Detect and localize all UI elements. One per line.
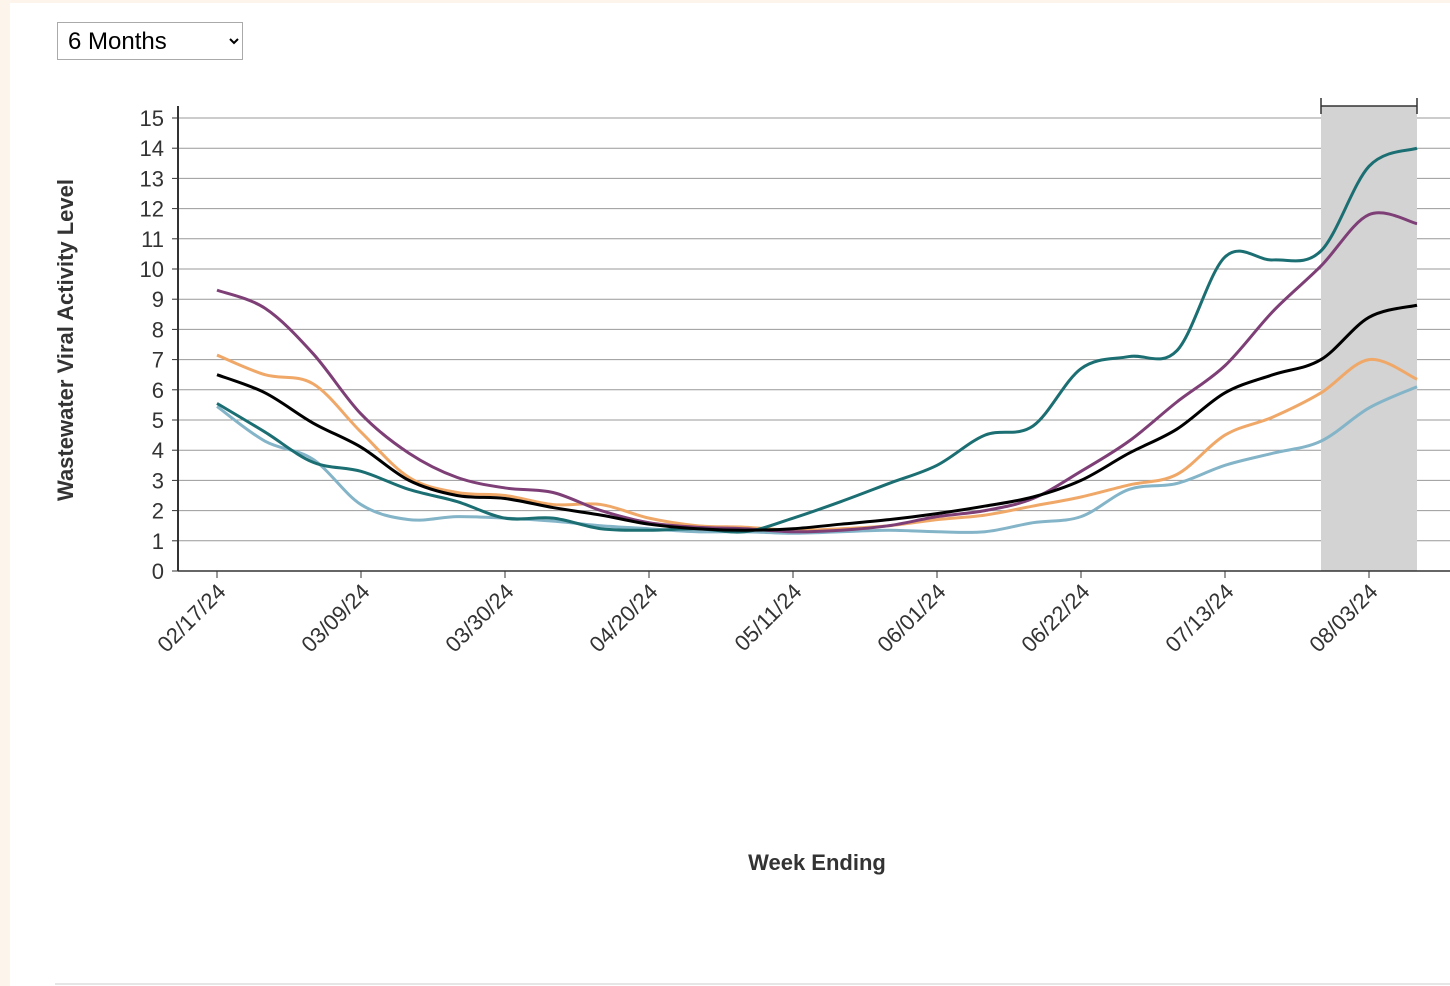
- y-axis-label: Wastewater Viral Activity Level: [53, 179, 78, 501]
- x-tick-label: 05/11/24: [729, 579, 806, 656]
- y-tick-label: 0: [152, 559, 164, 584]
- highlight-bracket: [1320, 98, 1418, 114]
- series-line: [216, 303, 1418, 532]
- range-select[interactable]: 6 Months: [57, 22, 243, 60]
- y-tick-label: 5: [152, 408, 164, 433]
- series-line: [216, 353, 1418, 532]
- y-tick-label: 10: [140, 257, 164, 282]
- y-tick-label: 6: [152, 378, 164, 403]
- y-tick-label: 4: [152, 438, 164, 463]
- x-axis-label: Week Ending: [748, 850, 886, 875]
- y-tick-label: 15: [140, 106, 164, 131]
- x-tick-label: 03/09/24: [296, 579, 374, 657]
- y-tick-label: 2: [152, 499, 164, 524]
- x-tick-label: 02/17/24: [152, 579, 230, 657]
- y-tick-label: 11: [141, 227, 164, 252]
- x-tick-label: 06/22/24: [1016, 579, 1094, 657]
- series-line: [216, 211, 1418, 534]
- series-line: [216, 146, 1418, 534]
- highlight-region: [1321, 106, 1417, 571]
- y-tick-label: 7: [152, 348, 164, 373]
- y-tick-label: 3: [152, 468, 164, 493]
- x-tick-label: 06/01/24: [872, 579, 950, 657]
- x-tick-label: 04/20/24: [584, 579, 662, 657]
- page-panel: [10, 3, 1450, 986]
- y-tick-label: 14: [140, 136, 164, 161]
- y-tick-label: 12: [140, 197, 164, 222]
- y-tick-label: 13: [140, 166, 164, 191]
- x-tick-label: 07/13/24: [1160, 579, 1238, 657]
- y-tick-label: 1: [152, 529, 164, 554]
- y-tick-label: 8: [152, 317, 164, 342]
- x-tick-label: 08/03/24: [1304, 579, 1382, 657]
- y-tick-label: 9: [152, 287, 164, 312]
- x-tick-label: 03/30/24: [440, 579, 518, 657]
